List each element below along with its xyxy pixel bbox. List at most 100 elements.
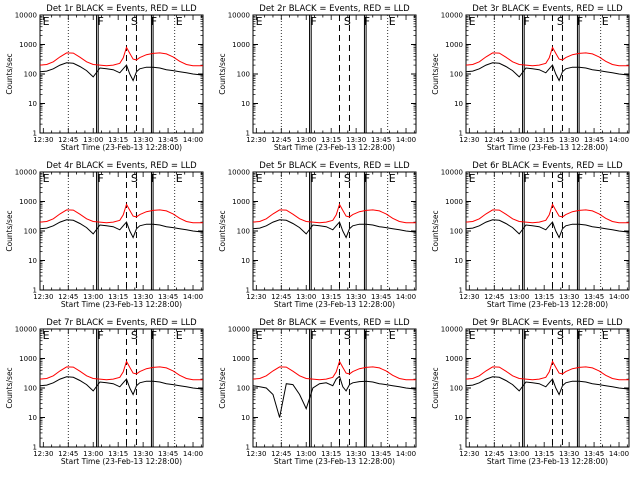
x-tick-label: 13:30 — [346, 293, 366, 301]
flag-label: F — [524, 172, 530, 185]
y-tick-label: 1000 — [445, 355, 463, 363]
plot-frame — [465, 171, 630, 291]
flag-label: S — [557, 329, 564, 342]
flag-label: E — [389, 172, 396, 185]
x-axis-label: Start Time (23-Feb-13 12:28:00) — [487, 143, 608, 152]
flag-label: E — [256, 172, 263, 185]
x-axis-label: Start Time (23-Feb-13 12:28:00) — [61, 143, 182, 152]
plot-frame — [39, 328, 204, 448]
y-tick-label: 10000 — [228, 326, 250, 334]
flag-label: F — [98, 15, 104, 28]
y-tick-label: 10 — [241, 414, 250, 422]
detector-panel-4: Det 4r BLACK = Events, RED = LLD 1 10 100 10… — [5, 161, 204, 309]
x-tick-label: 13:45 — [584, 136, 604, 144]
x-tick-label: 13:45 — [158, 450, 178, 458]
x-tick-label: 13:00 — [83, 136, 103, 144]
x-tick-label: 12:45 — [271, 450, 291, 458]
y-tick-label: 1 — [459, 444, 463, 452]
detector-panel-5: Det 5r BLACK = Events, RED = LLD 1 10 100 10… — [218, 161, 417, 309]
flag-label: F — [577, 172, 583, 185]
flag-label: F — [98, 329, 104, 342]
detector-panel-8: Det 8r BLACK = Events, RED = LLD 1 10 100 10… — [218, 318, 417, 466]
x-tick-label: 13:15 — [534, 450, 554, 458]
x-tick-label: 13:45 — [584, 450, 604, 458]
x-tick-label: 13:15 — [108, 450, 128, 458]
y-axis-label: Counts/sec — [218, 53, 227, 94]
y-tick-label: 100 — [237, 71, 250, 79]
flag-label: E — [176, 172, 183, 185]
x-tick-label: 13:30 — [346, 136, 366, 144]
flag-label: F — [364, 172, 370, 185]
x-tick-label: 12:45 — [484, 136, 504, 144]
events-series-line — [465, 62, 629, 82]
y-axis-label: Counts/sec — [431, 210, 440, 251]
y-tick-label: 1 — [459, 287, 463, 295]
flag-label: E — [469, 329, 476, 342]
y-axis-label: Counts/sec — [431, 367, 440, 408]
y-tick-label: 100 — [24, 228, 37, 236]
y-tick-label: 10 — [241, 100, 250, 108]
flag-label: E — [602, 172, 609, 185]
y-tick-label: 1000 — [445, 198, 463, 206]
panel-title: Det 6r BLACK = Events, RED = LLD — [472, 161, 623, 171]
x-tick-label: 13:15 — [321, 450, 341, 458]
x-tick-label: 13:00 — [509, 450, 529, 458]
plot-frame — [465, 328, 630, 448]
y-tick-label: 100 — [24, 385, 37, 393]
plot-frame — [465, 14, 630, 134]
flag-label: E — [469, 172, 476, 185]
x-tick-label: 14:00 — [183, 136, 203, 144]
x-tick-label: 13:15 — [321, 293, 341, 301]
x-tick-label: 12:45 — [484, 450, 504, 458]
x-tick-label: 14:00 — [396, 136, 416, 144]
x-tick-label: 12:30 — [246, 136, 266, 144]
x-tick-label: 13:00 — [509, 136, 529, 144]
lld-series-line — [252, 360, 416, 381]
flag-label: E — [389, 329, 396, 342]
x-tick-label: 13:30 — [346, 450, 366, 458]
events-series-line — [465, 376, 629, 396]
flag-label: E — [43, 15, 50, 28]
x-tick-label: 14:00 — [609, 450, 629, 458]
y-tick-label: 1000 — [232, 198, 250, 206]
y-axis-label: Counts/sec — [5, 210, 14, 251]
x-tick-label: 12:45 — [58, 136, 78, 144]
y-axis-label: Counts/sec — [218, 210, 227, 251]
x-tick-label: 14:00 — [396, 293, 416, 301]
flag-label: E — [602, 329, 609, 342]
y-tick-label: 10000 — [441, 169, 463, 177]
x-axis-label: Start Time (23-Feb-13 12:28:00) — [487, 300, 608, 309]
plot-frame — [39, 14, 204, 134]
flag-label: E — [176, 15, 183, 28]
y-tick-label: 10000 — [15, 169, 37, 177]
x-axis-label: Start Time (23-Feb-13 12:28:00) — [61, 457, 182, 466]
y-tick-label: 1 — [246, 130, 250, 138]
y-tick-label: 10 — [454, 257, 463, 265]
detector-panel-3: Det 3r BLACK = Events, RED = LLD 1 10 100 10… — [431, 4, 630, 152]
flag-label: F — [311, 329, 317, 342]
lld-series-line — [465, 360, 629, 381]
x-tick-label: 13:15 — [108, 293, 128, 301]
x-tick-label: 13:00 — [509, 293, 529, 301]
y-tick-label: 10000 — [15, 326, 37, 334]
x-tick-label: 13:15 — [321, 136, 341, 144]
panel-title: Det 9r BLACK = Events, RED = LLD — [472, 318, 623, 328]
flag-label: S — [344, 329, 351, 342]
x-tick-label: 12:45 — [271, 136, 291, 144]
y-tick-label: 10000 — [228, 12, 250, 20]
y-tick-label: 1 — [33, 444, 37, 452]
x-tick-label: 13:30 — [133, 136, 153, 144]
x-tick-label: 12:45 — [58, 450, 78, 458]
x-tick-label: 13:45 — [371, 136, 391, 144]
flag-label: S — [131, 329, 138, 342]
y-tick-label: 1 — [459, 130, 463, 138]
flag-label: F — [364, 15, 370, 28]
flag-label: F — [311, 15, 317, 28]
y-tick-label: 10 — [28, 100, 37, 108]
flag-label: E — [469, 15, 476, 28]
y-tick-label: 10000 — [441, 12, 463, 20]
y-tick-label: 100 — [24, 71, 37, 79]
x-tick-label: 13:00 — [83, 293, 103, 301]
panel-title: Det 3r BLACK = Events, RED = LLD — [472, 4, 623, 14]
x-tick-label: 13:15 — [108, 136, 128, 144]
